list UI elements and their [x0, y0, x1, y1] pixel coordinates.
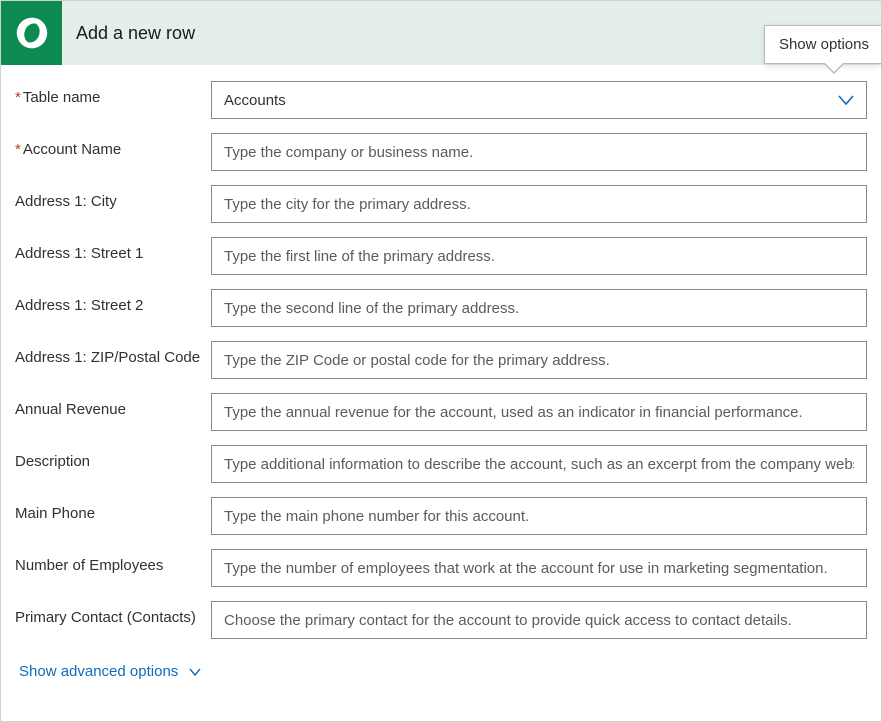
field-label-text: Address 1: City	[15, 193, 117, 210]
panel-header: Add a new row Show options	[1, 1, 881, 65]
field-label: Address 1: City	[15, 185, 211, 212]
text-input[interactable]	[211, 549, 867, 587]
field-label-text: Address 1: Street 2	[15, 297, 143, 314]
text-input[interactable]	[211, 601, 867, 639]
advanced-options-label: Show advanced options	[19, 663, 178, 680]
text-input[interactable]	[211, 185, 867, 223]
text-input[interactable]	[211, 237, 867, 275]
field-label: Primary Contact (Contacts)	[15, 601, 211, 628]
form-row: Description	[15, 445, 867, 483]
form-row: Main Phone	[15, 497, 867, 535]
field-label: Address 1: Street 1	[15, 237, 211, 264]
form-row: Address 1: Street 2	[15, 289, 867, 327]
form-row: Number of Employees	[15, 549, 867, 587]
text-input[interactable]	[211, 497, 867, 535]
field-label-text: Address 1: ZIP/Postal Code	[15, 349, 200, 366]
form-body: *Table name Accounts *Account NameAddres…	[1, 65, 881, 690]
text-input[interactable]	[211, 445, 867, 483]
form-row-table-name: *Table name Accounts	[15, 81, 867, 119]
connector-logo	[1, 1, 62, 65]
label-text-table-name: Table name	[23, 89, 101, 106]
table-name-select[interactable]: Accounts	[211, 81, 867, 119]
field-label: Annual Revenue	[15, 393, 211, 420]
dataverse-icon	[13, 14, 51, 52]
field-label-text: Account Name	[23, 141, 121, 158]
label-table-name: *Table name	[15, 81, 211, 108]
required-asterisk: *	[15, 141, 21, 158]
field-label-text: Primary Contact (Contacts)	[15, 609, 196, 626]
form-row: Annual Revenue	[15, 393, 867, 431]
text-input[interactable]	[211, 133, 867, 171]
field-label-text: Description	[15, 453, 90, 470]
field-label-text: Address 1: Street 1	[15, 245, 143, 262]
text-input[interactable]	[211, 393, 867, 431]
form-row: Primary Contact (Contacts)	[15, 601, 867, 639]
field-label-text: Annual Revenue	[15, 401, 126, 418]
table-name-value: Accounts	[224, 92, 286, 109]
required-asterisk: *	[15, 89, 21, 106]
show-advanced-options-link[interactable]: Show advanced options	[19, 663, 202, 680]
panel-title: Add a new row	[76, 23, 195, 44]
form-row: *Account Name	[15, 133, 867, 171]
show-options-callout[interactable]: Show options	[764, 25, 881, 64]
field-label: *Account Name	[15, 133, 211, 160]
field-label: Description	[15, 445, 211, 472]
form-row: Address 1: Street 1	[15, 237, 867, 275]
field-label: Address 1: ZIP/Postal Code	[15, 341, 211, 368]
form-row: Address 1: ZIP/Postal Code	[15, 341, 867, 379]
chevron-down-icon	[188, 665, 202, 679]
field-label: Number of Employees	[15, 549, 211, 576]
field-label-text: Main Phone	[15, 505, 95, 522]
field-label: Address 1: Street 2	[15, 289, 211, 316]
field-label-text: Number of Employees	[15, 557, 163, 574]
field-label: Main Phone	[15, 497, 211, 524]
form-row: Address 1: City	[15, 185, 867, 223]
text-input[interactable]	[211, 341, 867, 379]
text-input[interactable]	[211, 289, 867, 327]
chevron-down-icon	[836, 90, 856, 110]
